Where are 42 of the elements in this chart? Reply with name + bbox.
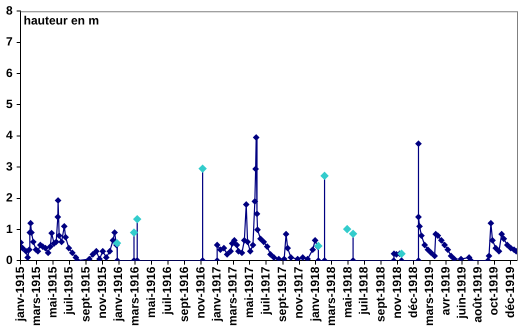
x-tick-label: sept-1918 xyxy=(373,266,388,322)
y-tick-label: 3 xyxy=(6,159,13,174)
x-tick-label: août-1919 xyxy=(470,266,485,323)
x-tick-label: juil-1918 xyxy=(356,266,371,316)
x-tick-label: mai-1917 xyxy=(242,266,256,318)
x-tick-label: nov-1917 xyxy=(292,266,306,319)
x-tick-label: sept-1917 xyxy=(275,266,290,322)
y-tick-label: 7 xyxy=(6,34,13,49)
y-tick-label: 5 xyxy=(6,97,13,112)
x-tick-label: sept-1915 xyxy=(78,266,92,322)
x-tick-label: déc-1918 xyxy=(406,266,420,318)
y-tick-label: 0 xyxy=(6,252,13,267)
x-tick-label: avr-1919 xyxy=(438,266,452,316)
x-tick-label: janv-1916 xyxy=(111,266,126,322)
x-tick-label: mars-1916 xyxy=(127,266,142,326)
x-tick-label: mars-1915 xyxy=(28,266,43,326)
y-tick-label: 6 xyxy=(6,66,13,80)
x-tick-label: juil-1917 xyxy=(258,266,272,316)
y-tick-label: 8 xyxy=(6,4,13,18)
x-tick-label: oct-1919 xyxy=(486,266,501,316)
x-tick-label: sept-1916 xyxy=(176,266,191,322)
x-tick-label: nov-1915 xyxy=(94,266,109,319)
x-tick-label: janv-1915 xyxy=(12,266,27,322)
x-tick-label: janv-1917 xyxy=(210,266,224,322)
x-tick-label: nov-1916 xyxy=(193,266,208,319)
x-tick-label: mars-1919 xyxy=(422,266,436,326)
y-tick-label: 1 xyxy=(6,222,13,236)
x-tick-label: mai-1918 xyxy=(340,266,354,318)
y-tick-label: 4 xyxy=(6,128,13,142)
x-tick-label: juil-1915 xyxy=(62,266,76,316)
y-axis-title: hauteur en m xyxy=(24,14,100,28)
y-tick-label: 2 xyxy=(6,190,13,205)
x-tick-label: janv-1918 xyxy=(308,266,322,322)
x-tick-label: juin-1919 xyxy=(454,266,468,320)
x-tick-label: mars-1918 xyxy=(324,266,338,326)
x-tick-label: déc-1919 xyxy=(502,266,517,318)
x-tick-label: mars-1917 xyxy=(226,266,240,326)
x-tick-label: nov-1918 xyxy=(390,266,404,319)
x-tick-label: mai-1915 xyxy=(45,266,60,318)
x-tick-label: mai-1916 xyxy=(144,266,158,318)
x-tick-label: juil-1916 xyxy=(160,266,174,316)
point xyxy=(343,225,352,234)
